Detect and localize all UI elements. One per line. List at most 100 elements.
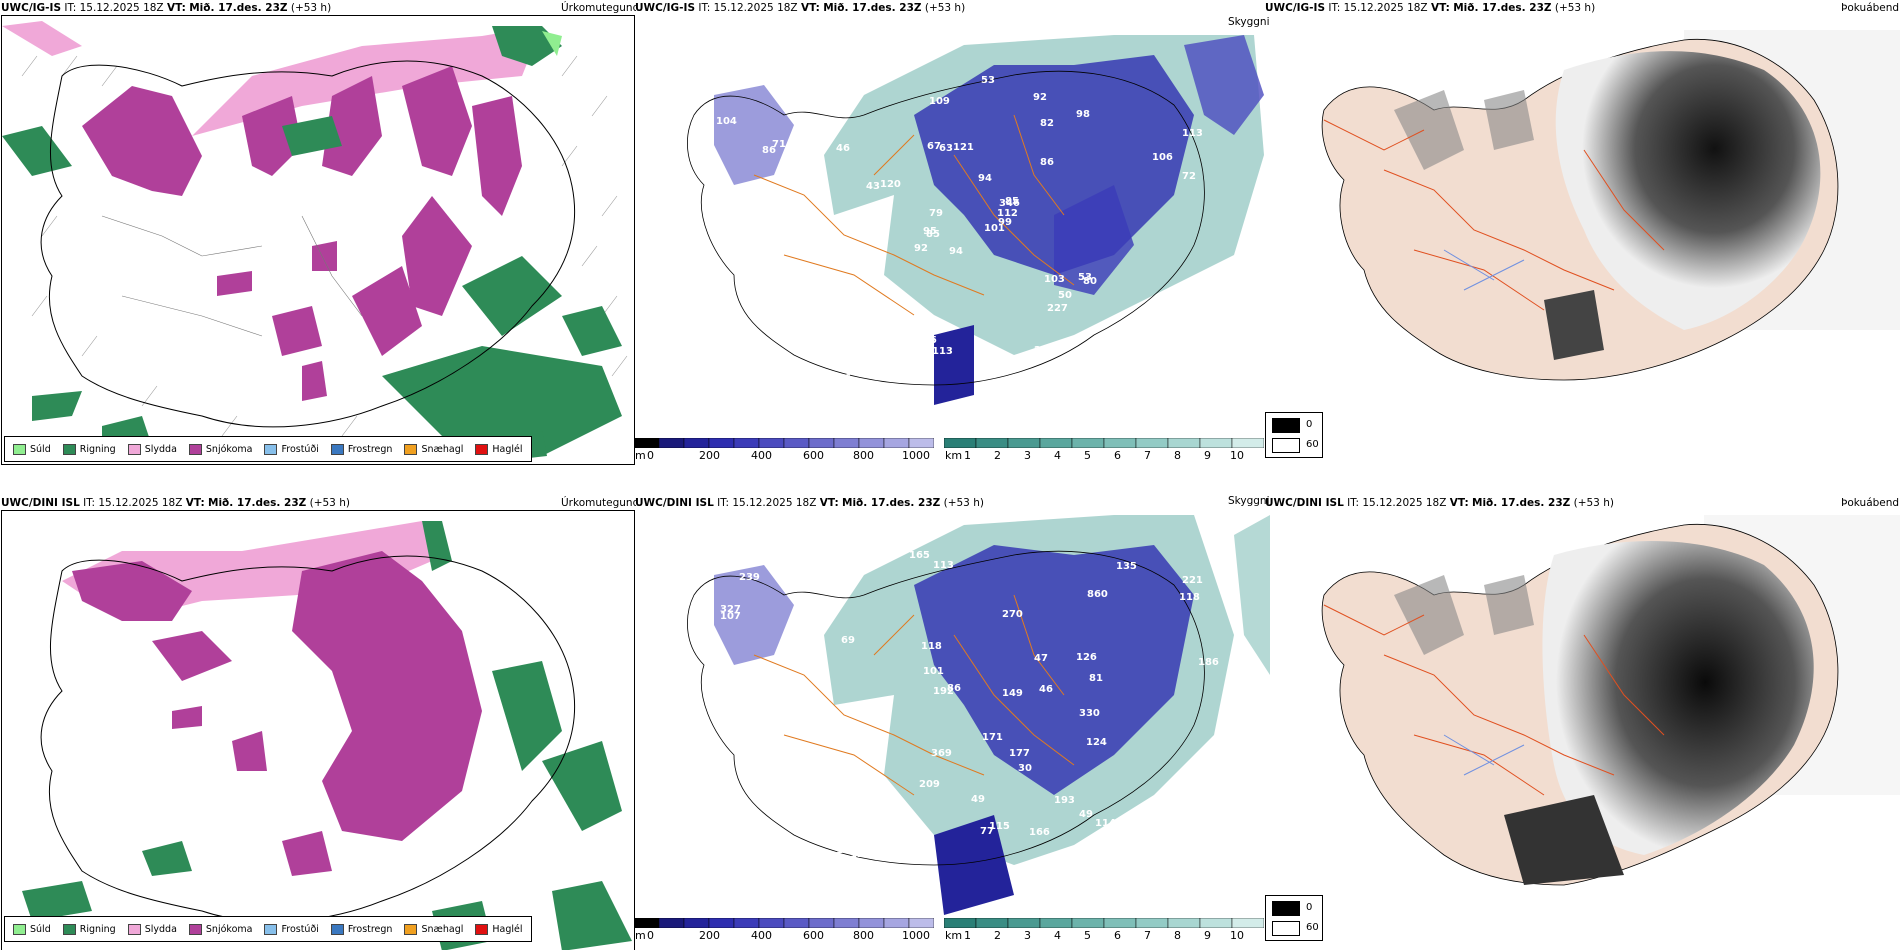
legend-item-frostregn: Frostregn bbox=[330, 923, 392, 935]
colorbar-km-tick: 10 bbox=[1230, 449, 1244, 462]
cloud-base-label: 107 bbox=[806, 555, 827, 566]
cloud-base-label: 57 bbox=[708, 182, 722, 193]
colorbar-m-tick: 0 bbox=[647, 449, 654, 462]
colorbar-cell bbox=[708, 918, 735, 928]
cloud-base-label: 346 bbox=[999, 198, 1020, 209]
cloud-base-label: 63 bbox=[939, 143, 953, 154]
cloud-base-label: 59 bbox=[802, 617, 816, 628]
cloud-base-label: 49 bbox=[1079, 809, 1093, 820]
colorbar-km-tick: 8 bbox=[1174, 449, 1181, 462]
colorbar-m-tick: 400 bbox=[751, 929, 772, 942]
colorbar-cell bbox=[1007, 438, 1041, 448]
colorbar-cell bbox=[758, 438, 785, 448]
panel-header: UWC/IG-IS IT: 15.12.2025 18Z VT: Mið. 17… bbox=[1265, 2, 1596, 14]
colorbar-m-tick: 0 bbox=[647, 929, 654, 942]
cloud-base-label: 82 bbox=[1040, 118, 1054, 129]
colorbar-km-tick: 1 bbox=[964, 929, 971, 942]
colorbar-m-strip bbox=[634, 438, 934, 448]
cloud-base-label: 73 bbox=[901, 823, 915, 834]
fog-legend-light-label: 60 bbox=[1306, 922, 1319, 933]
fog-legend-dark-swatch bbox=[1272, 418, 1300, 433]
cloud-base-label: 70 bbox=[812, 193, 826, 204]
panel-header: UWC/IG-IS IT: 15.12.2025 18Z VT: Mið. 17… bbox=[1, 2, 332, 14]
colorbar-cell bbox=[1231, 918, 1264, 928]
colorbar-km-tick: 1 bbox=[964, 449, 971, 462]
cloud-base-label: 266 bbox=[749, 384, 770, 395]
fog-legend-dark-label: 0 bbox=[1306, 419, 1313, 430]
colorbar-m-unit: m bbox=[635, 929, 646, 942]
cloud-base-label: 171 bbox=[982, 732, 1003, 743]
colorbar-m-tick: 800 bbox=[853, 449, 874, 462]
colorbar-km-tick: 6 bbox=[1114, 929, 1121, 942]
colorbar-cell bbox=[1103, 918, 1137, 928]
colorbar-km-tick: 3 bbox=[1024, 449, 1031, 462]
colorbar-cell bbox=[1167, 918, 1201, 928]
colorbar-m-tick: 1000 bbox=[902, 929, 930, 942]
legend-swatch bbox=[188, 923, 202, 935]
colorbar-m-unit: m bbox=[635, 449, 646, 462]
legend-swatch bbox=[264, 923, 278, 935]
colorbar-cell bbox=[683, 438, 710, 448]
legend-swatch bbox=[475, 443, 489, 455]
colorbar-cell bbox=[944, 918, 977, 928]
panel-header: UWC/DINI ISL IT: 15.12.2025 18Z VT: Mið.… bbox=[1265, 497, 1614, 509]
cloud-base-label: 98 bbox=[1076, 109, 1090, 120]
fog-legend-row1: 0 60 bbox=[1265, 412, 1323, 458]
cloud-base-label: 238 bbox=[764, 209, 785, 220]
cloud-base-label: 40 bbox=[1199, 843, 1213, 854]
cloud-base-label: 76 bbox=[763, 712, 777, 723]
cloud-base-label: 245 bbox=[1034, 345, 1055, 356]
colorbar-cell bbox=[975, 918, 1009, 928]
cloud-base-label: 56 bbox=[837, 373, 851, 384]
legend-swatch bbox=[62, 923, 76, 935]
colorbar-cell bbox=[858, 438, 885, 448]
cloud-base-label: 113 bbox=[932, 346, 953, 357]
colorbar-m-tick: 800 bbox=[853, 929, 874, 942]
colorbar-m-tick: 600 bbox=[803, 929, 824, 942]
cloud-base-label: 227 bbox=[1047, 303, 1068, 314]
colorbar-km-tick: 9 bbox=[1204, 449, 1211, 462]
colorbar-km-tick: 5 bbox=[1084, 929, 1091, 942]
colorbar-cell bbox=[758, 918, 785, 928]
cloud-base-label: 78 bbox=[1133, 377, 1147, 388]
panel-title: Úrkomutegund bbox=[561, 2, 636, 14]
panel-title: Úrkomutegund bbox=[561, 497, 636, 509]
cloud-base-label: 94 bbox=[949, 246, 963, 257]
fog-legend-dark-label: 0 bbox=[1306, 902, 1313, 913]
cloud-base-label: 104 bbox=[716, 116, 737, 127]
cloud-base-label: 85 bbox=[926, 229, 940, 240]
cloud-base-label: 101 bbox=[923, 666, 944, 677]
cloud-base-label: 67 bbox=[927, 141, 941, 152]
colorbar-cell bbox=[858, 918, 885, 928]
legend-swatch bbox=[13, 443, 26, 455]
colorbar-km-tick: 4 bbox=[1054, 929, 1061, 942]
legend-item-slydda: Slydda bbox=[127, 923, 177, 935]
cloud-base-label: 126 bbox=[850, 849, 871, 860]
colorbar-cell bbox=[1007, 918, 1041, 928]
cloud-base-label: 106 bbox=[1152, 152, 1173, 163]
colorbar-cell bbox=[634, 438, 660, 448]
legend-item-haglel: Haglél bbox=[475, 923, 523, 935]
cloud-base-label: 64 bbox=[864, 831, 878, 842]
cloud-base-label: 95 bbox=[1167, 342, 1181, 353]
cloud-base-label: 47 bbox=[1034, 653, 1048, 664]
cloud-base-label: 109 bbox=[929, 96, 950, 107]
legend-swatch bbox=[404, 443, 418, 455]
colorbar-km-strip bbox=[944, 438, 1264, 448]
colorbar-cell bbox=[733, 918, 760, 928]
label-layer: 151 113 126 221 327 95 76 270 118 135 86 124 165 107 5… bbox=[707, 550, 1219, 877]
colorbar-km-tick: 7 bbox=[1144, 449, 1151, 462]
cloud-base-label: 110 bbox=[741, 761, 762, 772]
cloud-base-label: 101 bbox=[823, 350, 844, 361]
cloud-base-label: 81 bbox=[1089, 673, 1103, 684]
colorbar-cell bbox=[683, 918, 710, 928]
cloud-base-label: 86 bbox=[1040, 157, 1054, 168]
cloud-base-label: 112 bbox=[997, 208, 1018, 219]
colorbar-cell bbox=[1135, 438, 1169, 448]
precip-type-map bbox=[1, 15, 635, 465]
cloud-base-label: 49 bbox=[971, 794, 985, 805]
colorbar-cell bbox=[833, 438, 860, 448]
cloud-base-label: 136 bbox=[846, 317, 867, 328]
cloud-base-label: 65 bbox=[923, 335, 937, 346]
cloud-base-label: 79 bbox=[929, 208, 943, 219]
